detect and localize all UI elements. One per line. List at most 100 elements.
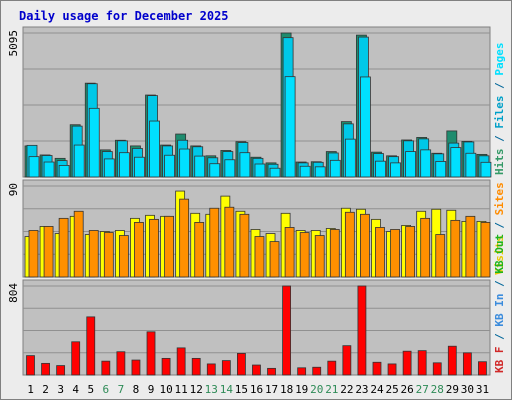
bar-sites-22 — [344, 211, 355, 278]
bar-sites-28 — [435, 234, 446, 278]
x-tick-label: 26 — [401, 383, 414, 396]
bar-sites-16 — [254, 236, 265, 278]
bar-kb-f-15 — [237, 353, 246, 376]
y-max-label: 90 — [7, 183, 20, 196]
bar-pages-20 — [314, 166, 326, 178]
bar-pages-18 — [284, 76, 296, 178]
bar-kb-f-17 — [267, 367, 276, 376]
bar-kb-f-14 — [221, 360, 231, 376]
bar-kb-f-6 — [101, 360, 111, 376]
bar-kb-f-19 — [297, 367, 307, 376]
bar-sites-9 — [149, 218, 159, 278]
legend-entry: Files — [493, 96, 506, 129]
x-tick-label: 1 — [27, 383, 34, 396]
bar-kb-f-1 — [26, 355, 35, 376]
bar-sites-23 — [360, 213, 370, 278]
bar-kb-f-10 — [161, 357, 171, 376]
x-tick-label: 18 — [280, 383, 293, 396]
bar-kb-f-31 — [478, 361, 487, 376]
bar-sites-3 — [58, 217, 69, 278]
x-tick-label: 11 — [175, 383, 188, 396]
x-tick-label: 8 — [133, 383, 140, 396]
x-tick-label: 21 — [325, 383, 338, 396]
x-tick-label: 30 — [461, 383, 474, 396]
bar-kb-f-30 — [462, 352, 472, 376]
panel-3: 804 KB F / KB In / KB Out — [7, 234, 506, 376]
panel-2: 90 Visits / Sites — [7, 179, 506, 278]
x-tick-label: 19 — [295, 383, 308, 396]
bar-sites-13 — [209, 207, 220, 278]
x-tick-label: 29 — [446, 383, 459, 396]
bar-sites-25 — [390, 229, 400, 278]
bar-sites-17 — [269, 241, 280, 278]
bar-kb-f-18 — [282, 285, 291, 376]
bar-sites-2 — [43, 226, 54, 278]
bar-sites-7 — [118, 235, 129, 278]
bar-kb-f-21 — [327, 360, 337, 376]
bar-pages-13 — [209, 163, 221, 178]
bar-kb-f-22 — [342, 345, 352, 376]
bar-pages-26 — [405, 151, 417, 178]
x-tick-label: 27 — [416, 383, 429, 396]
bar-sites-6 — [103, 232, 114, 278]
x-tick-label: 4 — [72, 383, 79, 396]
bar-kb-f-9 — [146, 331, 156, 376]
bar-kb-f-26 — [402, 350, 412, 376]
x-tick-label: 9 — [148, 383, 155, 396]
legend-entry: / — [493, 76, 506, 96]
legend: Visits / Sites — [493, 182, 506, 275]
bar-kb-f-8 — [131, 359, 141, 376]
x-tick-label: 3 — [57, 383, 64, 396]
x-tick-label: 2 — [42, 383, 49, 396]
bar-pages-19 — [299, 165, 311, 178]
x-tick-label: 16 — [250, 383, 263, 396]
x-tick-label: 15 — [235, 383, 248, 396]
bar-sites-5 — [88, 230, 99, 278]
bar-sites-20 — [314, 235, 325, 278]
bar-kb-f-28 — [432, 362, 442, 376]
bar-pages-10 — [164, 154, 175, 178]
bar-sites-19 — [299, 232, 310, 278]
bar-pages-7 — [118, 152, 130, 178]
legend-entry: KB Out — [493, 234, 506, 274]
panel-1: 5095 Hits / Files / Pages — [7, 26, 506, 178]
bar-sites-31 — [480, 221, 491, 278]
bar-kb-f-25 — [387, 363, 397, 376]
bar-sites-8 — [134, 221, 144, 278]
bar-sites-29 — [450, 219, 461, 278]
plot-area — [22, 279, 491, 376]
x-tick-label: 31 — [476, 383, 489, 396]
bar-pages-17 — [269, 167, 281, 178]
bar-pages-31 — [480, 161, 492, 178]
legend: Hits / Files / Pages — [493, 43, 506, 176]
x-tick-label: 12 — [190, 383, 203, 396]
x-tick-label: 25 — [385, 383, 398, 396]
bar-pages-16 — [254, 163, 266, 178]
x-tick-label: 23 — [355, 383, 368, 396]
bar-sites-4 — [73, 210, 84, 278]
x-tick-label: 28 — [431, 383, 444, 396]
bar-pages-21 — [329, 159, 341, 178]
chart-title: Daily usage for December 2025 — [19, 9, 229, 23]
legend: KB F / KB In / KB Out — [493, 234, 506, 373]
x-tick-label: 6 — [103, 383, 110, 396]
legend-entry: / — [493, 327, 506, 347]
bar-pages-30 — [465, 152, 477, 178]
bar-pages-15 — [239, 152, 251, 178]
bar-kb-f-23 — [357, 285, 367, 376]
bar-pages-3 — [58, 165, 70, 178]
bar-pages-2 — [43, 161, 55, 178]
bar-kb-f-11 — [176, 347, 186, 376]
bar-pages-9 — [149, 120, 160, 178]
bar-kb-f-3 — [56, 365, 66, 376]
y-max-label: 5095 — [7, 30, 20, 57]
bar-pages-8 — [134, 156, 145, 178]
bar-pages-28 — [435, 161, 447, 178]
y-max-label: 804 — [7, 283, 20, 303]
x-tick-label: 10 — [159, 383, 172, 396]
bar-pages-29 — [450, 147, 462, 178]
x-tick-label: 17 — [265, 383, 278, 396]
bar-sites-15 — [239, 213, 250, 278]
bar-kb-f-29 — [447, 345, 457, 376]
